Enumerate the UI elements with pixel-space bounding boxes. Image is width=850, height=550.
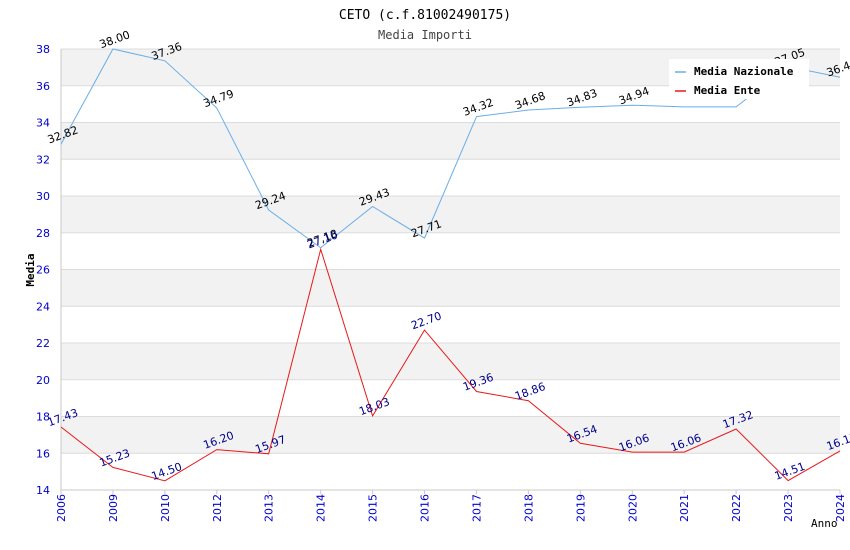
x-tick-labels: 2006 2009 2010 2012 2013 2014 2015 2016 2017 2018… (55, 494, 847, 522)
y-axis-label: Media (24, 253, 37, 286)
x-tick-label: 2012 (211, 494, 224, 522)
y-tick-label: 14 (36, 484, 50, 497)
data-label-nazionale: 34.32 (461, 96, 495, 119)
grid-lines (61, 48, 840, 491)
legend-label-ente: Media Ente (694, 84, 761, 97)
x-tick-label: 2017 (470, 494, 483, 522)
data-label-ente: 18.03 (357, 395, 391, 418)
shaded-band (61, 416, 840, 454)
shaded-band (61, 122, 840, 160)
y-tick-label: 24 (36, 300, 50, 313)
x-tick-label: 2013 (263, 494, 276, 522)
x-tick-label: 2015 (367, 494, 380, 522)
legend-label-nazionale: Media Nazionale (694, 65, 794, 78)
x-axis-label: Anno (811, 517, 838, 530)
x-tick-label: 2016 (419, 494, 432, 522)
x-tick-label: 2019 (574, 494, 587, 522)
data-label-nazionale: 34.79 (202, 87, 236, 110)
chart-subtitle: Media Importi (378, 28, 472, 42)
y-tick-labels: 14 16 18 20 22 24 26 28 30 32 34 36 38 (36, 43, 50, 497)
shaded-band (61, 196, 840, 233)
x-tick-label: 2006 (55, 494, 68, 522)
y-tick-label: 26 (36, 264, 50, 277)
y-tick-label: 16 (36, 447, 50, 460)
axes (60, 49, 841, 494)
y-tick-label: 34 (36, 117, 50, 130)
legend: Media Nazionale Media Ente (669, 59, 809, 99)
data-label-nazionale: 34.94 (617, 84, 651, 107)
data-label-nazionale: 38.00 (98, 28, 132, 51)
y-tick-label: 18 (36, 411, 50, 424)
series-line-nazionale (60, 48, 841, 249)
x-tick-label: 2022 (730, 494, 743, 522)
x-tick-label: 2014 (315, 494, 328, 522)
y-tick-label: 28 (36, 227, 50, 240)
data-label-ente: 22.70 (409, 309, 443, 332)
x-tick-label: 2018 (522, 494, 535, 522)
y-tick-label: 32 (36, 153, 50, 166)
y-tick-label: 22 (36, 337, 50, 350)
x-tick-label: 2021 (678, 494, 691, 522)
x-tick-label: 2009 (107, 494, 120, 522)
data-label-nazionale: 34.83 (565, 86, 599, 109)
x-tick-label: 2010 (159, 494, 172, 522)
y-tick-label: 20 (36, 374, 50, 387)
data-label-ente: 18.86 (513, 380, 547, 403)
x-tick-label: 2023 (782, 494, 795, 522)
legend-box (669, 59, 809, 99)
shaded-band (61, 269, 840, 307)
y-tick-label: 38 (36, 43, 50, 56)
background-bands (61, 49, 840, 454)
chart-title: CETO (c.f.81002490175) (339, 8, 511, 23)
series-line-ente (60, 247, 841, 482)
x-tick-label: 2020 (626, 494, 639, 522)
y-tick-label: 30 (36, 190, 50, 203)
series-lines (60, 48, 841, 482)
x-tick-label: 2024 (834, 494, 847, 522)
y-tick-label: 36 (36, 80, 50, 93)
